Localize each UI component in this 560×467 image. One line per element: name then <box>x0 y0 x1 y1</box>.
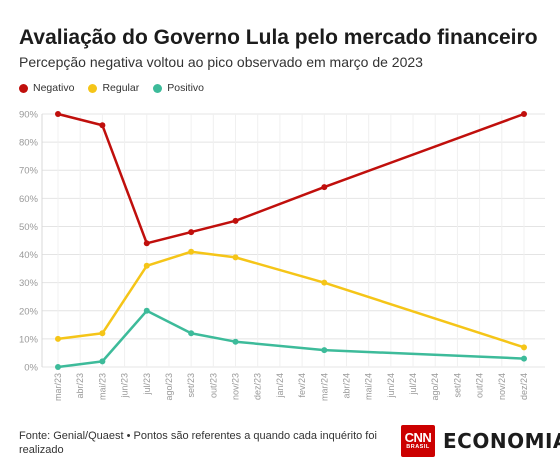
legend-label-negativo: Negativo <box>33 82 75 94</box>
data-point-positivo <box>188 330 195 337</box>
legend-swatch-regular <box>88 83 98 93</box>
x-tick-label: out/24 <box>475 373 485 398</box>
series-line-negativo <box>56 112 526 245</box>
data-point-positivo <box>321 347 328 354</box>
data-point-negativo <box>143 240 150 247</box>
data-point-positivo <box>521 355 527 362</box>
y-tick-label: 20% <box>19 306 39 317</box>
y-tick-label: 90% <box>19 110 39 121</box>
x-tick-label: set/23 <box>186 373 196 398</box>
y-tick-label: 60% <box>19 194 39 205</box>
source-note: Fonte: Genial/Quaest • Pontos são refere… <box>19 430 377 456</box>
cnn-brasil-logo: CNN BRASIL <box>401 425 435 457</box>
y-tick-label: 0% <box>24 363 38 374</box>
data-point-negativo <box>55 111 61 117</box>
x-tick-label: ago/24 <box>430 373 440 401</box>
legend-label-regular: Regular <box>102 82 140 94</box>
data-point-regular <box>321 279 328 286</box>
brand-name: ECONOMIA <box>443 429 560 453</box>
x-tick-label: nov/24 <box>497 373 507 400</box>
x-tick-label: mar/24 <box>319 373 329 401</box>
x-tick-label: mar/23 <box>53 373 63 401</box>
x-tick-label: jan/24 <box>275 373 285 399</box>
x-tick-label: jul/23 <box>142 373 152 396</box>
x-tick-label: set/24 <box>452 373 462 398</box>
line-chart: mar/23 abr/23 mai/23 jun/23 jul/23 ago/23 set/… <box>19 110 545 401</box>
data-point-positivo <box>99 358 106 365</box>
x-tick-label: jun/24 <box>386 373 396 399</box>
x-tick-label: dez/23 <box>253 373 263 400</box>
data-point-negativo <box>321 184 328 191</box>
data-point-regular <box>99 330 106 337</box>
data-point-negativo <box>188 229 195 236</box>
x-axis: mar/23 abr/23 mai/23 jun/23 jul/23 ago/23 set/… <box>53 373 529 401</box>
legend-swatch-positivo <box>153 83 163 93</box>
x-tick-label: jun/23 <box>120 373 130 399</box>
y-tick-label: 40% <box>19 250 39 261</box>
x-tick-label: out/23 <box>208 373 218 398</box>
chart-subtitle: Percepção negativa voltou ao pico observ… <box>19 54 423 70</box>
data-point-negativo <box>521 111 527 117</box>
x-tick-label: mai/24 <box>364 373 374 400</box>
data-point-positivo <box>55 364 61 370</box>
legend-label-positivo: Positivo <box>167 82 204 94</box>
legend-item-positivo: Positivo <box>153 82 204 94</box>
y-tick-label: 10% <box>19 334 39 345</box>
series-layer <box>55 111 527 370</box>
x-tick-label: abr/23 <box>75 373 85 399</box>
data-point-regular <box>143 262 150 269</box>
data-point-regular <box>188 248 195 255</box>
y-tick-label: 80% <box>19 138 39 149</box>
legend-item-negativo: Negativo <box>19 82 74 94</box>
legend-swatch-negativo <box>19 83 28 93</box>
chart-title: Avaliação do Governo Lula pelo mercado f… <box>19 26 538 49</box>
data-point-positivo <box>232 338 239 345</box>
x-tick-label: abr/24 <box>341 373 351 399</box>
x-tick-label: fev/24 <box>297 373 307 398</box>
data-point-negativo <box>232 217 239 224</box>
y-tick-label: 50% <box>19 222 39 233</box>
x-tick-label: ago/23 <box>164 373 174 401</box>
x-tick-label: dez/24 <box>519 373 529 400</box>
y-axis: 0% 10% 20% 30% 40% 50% 60% 70% 80% 90% <box>19 110 39 374</box>
data-point-positivo <box>143 307 150 314</box>
data-point-negativo <box>99 122 106 129</box>
data-point-regular <box>55 335 61 342</box>
x-tick-label: mai/23 <box>97 373 107 400</box>
legend-item-regular: Regular <box>88 82 139 94</box>
brand: CNN BRASIL ECONOMIA <box>401 425 560 457</box>
x-tick-label: jul/24 <box>408 373 418 396</box>
cnn-logo-subtext: BRASIL <box>406 444 430 450</box>
legend: Negativo Regular Positivo <box>19 82 204 94</box>
cnn-logo-text: CNN <box>404 430 432 445</box>
y-tick-label: 30% <box>19 278 39 289</box>
y-tick-label: 70% <box>19 166 39 177</box>
data-point-regular <box>521 344 527 351</box>
data-point-regular <box>232 254 239 261</box>
x-tick-label: nov/23 <box>231 373 241 400</box>
